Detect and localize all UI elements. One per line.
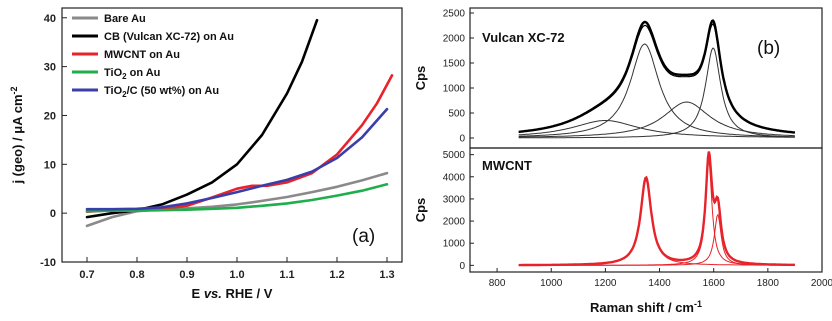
raman-x-tick-label: 1000	[540, 278, 563, 289]
a-y-tick-label: 20	[44, 110, 56, 122]
legend-entry: MWCNT on Au	[104, 49, 180, 61]
fitted-peak-1	[518, 178, 795, 266]
a-x-tick-label: 0.9	[179, 269, 194, 281]
a-series-line-5	[85, 107, 389, 211]
a-x-tick-label: 0.8	[129, 269, 144, 281]
panel-b-top-plot-frame	[469, 7, 823, 149]
panel-a-voltammetry-chart: 0.7 0.8 0.9 1.0 1.1 1.2 1.3 -10 0 10 20 30 40 Bare A…	[9, 7, 403, 301]
a-y-tick-label: -10	[40, 257, 56, 269]
fit-envelope	[518, 154, 795, 266]
a-series-line-4	[85, 183, 389, 213]
panel-b-mwcnt-raman-chart: 0 1000 2000 3000 4000 5000 800 1000 1200 1400 1600…	[413, 147, 832, 315]
raman-y-tick-label: 1000	[443, 239, 466, 250]
panel-b-bottom-title: MWCNT	[482, 158, 532, 173]
raman-y-tick-label: 2500	[443, 9, 466, 20]
legend-entry-part: on Au	[127, 67, 161, 79]
panel-a-y-axis-title: j (geo) / μA cm-2	[9, 86, 25, 184]
raman-y-tick-label: 0	[459, 261, 465, 272]
raman-x-tick-label: 1800	[757, 278, 780, 289]
raman-axis-title-main: Raman shift / cm	[590, 300, 694, 315]
raman-y-tick-label: 1000	[443, 84, 466, 95]
raman-x-tick-label: 800	[489, 278, 506, 289]
panel-a-label: (a)	[352, 226, 375, 247]
panel-b-bottom-y-axis-title: Cps	[413, 198, 428, 223]
a-y-tick-label: 30	[44, 62, 56, 74]
x-axis-title-part-3: RHE / V	[222, 286, 273, 301]
legend-entry-part: /C (50 wt%) on Au	[127, 85, 219, 97]
a-series-line-1	[85, 171, 389, 228]
y-axis-title-superscript: -2	[9, 86, 19, 94]
raman-y-tick-label: 2000	[443, 34, 466, 45]
y-axis-title-main: j (geo) / μA cm	[10, 94, 25, 184]
legend-entry: TiO2/C (50 wt%) on Au	[104, 85, 219, 99]
fitted-peak-1	[518, 120, 795, 138]
fitted-peak-3	[518, 101, 795, 138]
raman-y-tick-label: 5000	[443, 150, 466, 161]
legend-entry-part: TiO	[104, 67, 123, 79]
measured-spectrum	[518, 151, 795, 267]
a-x-tick-label: 0.7	[79, 269, 94, 281]
legend-entry-part: 2	[122, 72, 127, 81]
panel-b-label: (b)	[757, 38, 780, 59]
raman-axis-title-superscript: -1	[694, 299, 702, 309]
fitted-peak-2	[518, 43, 795, 138]
legend-entry-part: TiO	[104, 85, 123, 97]
x-axis-title-part-2: vs.	[204, 286, 222, 301]
a-y-tick-label: 40	[44, 13, 56, 25]
fitted-peak-2	[518, 162, 795, 266]
panel-b-vulcan-raman-chart: 0 500 1000 1500 2000 2500 Vulcan XC-72 (b) Cp…	[413, 7, 823, 149]
legend-entry-part: CB (Vulcan XC-72) on Au	[104, 31, 234, 43]
panel-b-bottom-plot-frame	[469, 147, 823, 273]
legend-entry: TiO2 on Au	[104, 67, 160, 81]
raman-x-tick-label: 1400	[648, 278, 671, 289]
raman-y-tick-label: 4000	[443, 172, 466, 183]
legend-entry-part: 2	[122, 90, 127, 99]
raman-x-tick-label: 1200	[594, 278, 617, 289]
panel-b-x-axis-title: Raman shift / cm-1	[590, 299, 702, 315]
raman-x-tick-label: 2000	[811, 278, 832, 289]
panel-b-top-y-axis-title: Cps	[413, 66, 428, 91]
a-y-tick-label: 0	[50, 208, 56, 220]
legend-entry: Bare Au	[104, 13, 146, 25]
panel-a-plot-frame	[61, 7, 403, 263]
panel-a-x-axis-title: E vs. RHE / V	[192, 286, 273, 301]
panel-b-top-title: Vulcan XC-72	[482, 30, 565, 45]
legend-entry: CB (Vulcan XC-72) on Au	[104, 31, 234, 43]
raman-x-tick-label: 1600	[703, 278, 726, 289]
a-x-tick-label: 1.0	[229, 269, 244, 281]
a-y-tick-label: 10	[44, 159, 56, 171]
a-x-tick-label: 1.3	[379, 269, 394, 281]
fit-envelope	[518, 23, 795, 134]
raman-y-tick-label: 3000	[443, 194, 466, 205]
panel-a-legend: Bare Au CB (Vulcan XC-72) on Au MWCNT on A…	[72, 13, 234, 99]
fitted-peak-4	[518, 47, 795, 139]
legend-entry-part: MWCNT on Au	[104, 49, 180, 61]
raman-y-tick-label: 2000	[443, 217, 466, 228]
raman-y-tick-label: 1500	[443, 59, 466, 70]
raman-y-tick-label: 500	[448, 109, 465, 120]
raman-y-tick-label: 0	[459, 134, 465, 145]
legend-entry-part: Bare Au	[104, 13, 146, 25]
a-x-tick-label: 1.2	[329, 269, 344, 281]
x-axis-title-part-1: E	[192, 286, 204, 301]
a-x-tick-label: 1.1	[279, 269, 294, 281]
